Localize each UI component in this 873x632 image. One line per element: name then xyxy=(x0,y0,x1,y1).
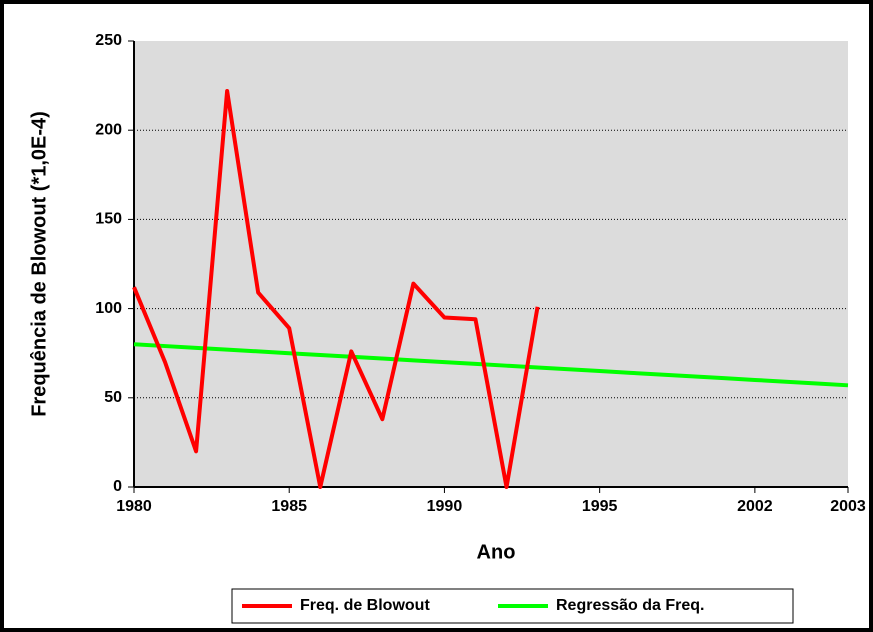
y-tick-label: 200 xyxy=(95,121,122,138)
x-tick-label: 1995 xyxy=(582,498,618,515)
y-axis-title: Frequência de Blowout (*1,0E-4) xyxy=(28,111,50,417)
x-tick-label: 2002 xyxy=(737,498,773,515)
plot-area xyxy=(134,41,848,487)
x-tick-label: 1990 xyxy=(427,498,463,515)
y-tick-label: 150 xyxy=(95,211,122,228)
x-axis-title: Ano xyxy=(477,541,516,563)
legend-label: Freq. de Blowout xyxy=(300,597,430,614)
y-tick-label: 50 xyxy=(104,389,122,406)
legend-label: Regressão da Freq. xyxy=(556,597,705,614)
series-line xyxy=(132,88,540,489)
x-tick-label: 1980 xyxy=(116,498,152,515)
series-line xyxy=(133,342,849,388)
x-tick-label: 2003 xyxy=(830,498,866,515)
y-tick-label: 250 xyxy=(95,32,122,49)
y-tick-label: 0 xyxy=(113,478,122,495)
y-tick-label: 100 xyxy=(95,300,122,317)
x-tick-label: 1985 xyxy=(271,498,307,515)
